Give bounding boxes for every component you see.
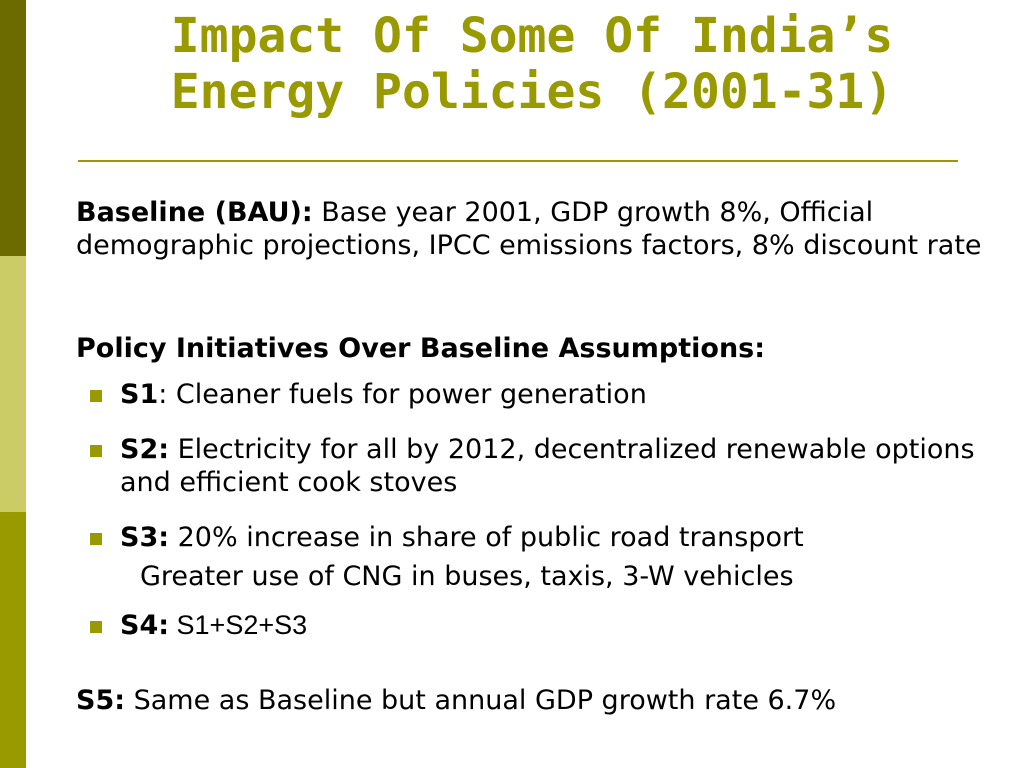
scenario-label: S4: [120, 610, 170, 641]
side-bar-top [0, 0, 26, 256]
baseline-text: Base year 2001, GDP growth 8%, Official … [76, 197, 982, 261]
scenario-label: S1 [120, 379, 159, 410]
scenario-item-s4: S4: S1+S2+S3 [90, 609, 1015, 642]
scenario-item-s2: S2: Electricity for all by 2012, decentr… [90, 433, 1015, 499]
scenario-label: S3: [120, 522, 170, 553]
slide-title: Impact Of Some Of India’s Energy Policie… [40, 8, 1024, 120]
scenario-text: Cleaner fuels for power generation [175, 379, 647, 410]
s5-label: S5: [76, 685, 126, 716]
side-bar-middle [0, 256, 26, 512]
baseline-label: Baseline (BAU): [76, 197, 313, 228]
title-line-1: Impact Of Some Of India’s [170, 8, 894, 64]
s5-text: Same as Baseline but annual GDP growth r… [125, 685, 837, 716]
scenario-text: 20% increase in share of public road tra… [169, 522, 804, 553]
scenario-separator: : [158, 379, 176, 410]
scenario-text: Electricity for all by 2012, decentraliz… [120, 434, 975, 498]
policy-heading: Policy Initiatives Over Baseline Assumpt… [76, 333, 766, 364]
scenario-item-s1: S1: Cleaner fuels for power generation [90, 378, 1015, 411]
scenario-label: S2: [120, 434, 170, 465]
scenario-item-s3: S3: 20% increase in share of public road… [90, 521, 1015, 593]
scenario-text: S1+S2+S3 [169, 610, 308, 640]
side-bar-bottom [0, 512, 26, 768]
s5-paragraph: S5: Same as Baseline but annual GDP grow… [76, 684, 836, 717]
square-bullet-icon [90, 390, 102, 402]
scenario-text-line-2: Greater use of CNG in buses, taxis, 3-W … [140, 561, 794, 592]
square-bullet-icon [90, 533, 102, 545]
title-divider [78, 160, 958, 162]
square-bullet-icon [90, 445, 102, 457]
scenario-list: S1: Cleaner fuels for power generation S… [90, 378, 1015, 642]
square-bullet-icon [90, 621, 102, 633]
baseline-paragraph: Baseline (BAU): Base year 2001, GDP grow… [76, 196, 1006, 262]
title-line-2: Energy Policies (2001-31) [170, 64, 894, 120]
